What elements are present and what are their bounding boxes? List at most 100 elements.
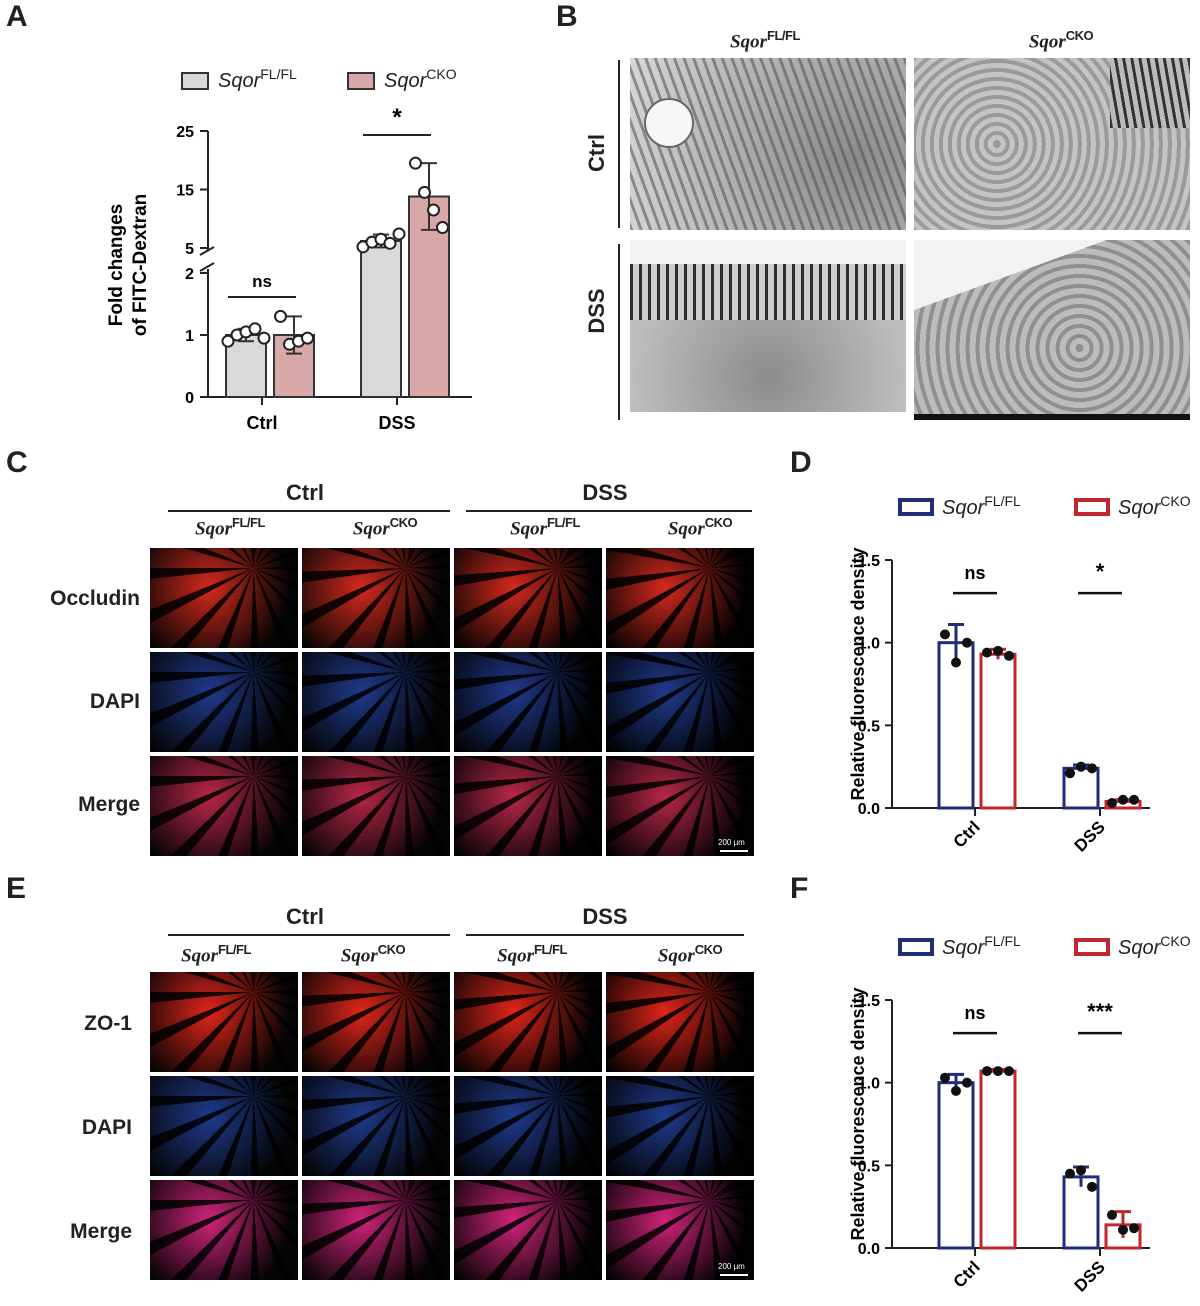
chart-a-data-point <box>248 322 262 336</box>
panel-e-image-zo1-1 <box>150 972 298 1072</box>
chart-f-data-point <box>962 1077 972 1088</box>
panel-e-group-dss: DSS <box>582 904 628 929</box>
chart-f-data-point <box>1065 1168 1075 1179</box>
panel-e-col-head-4: SqorCKO <box>657 942 723 967</box>
chart-d-legend-fl-label: SqorFL/FL <box>942 493 1021 519</box>
chart-d-data-point <box>1129 794 1139 805</box>
chart-d-data-point <box>962 637 972 648</box>
panel-e-scale-bar <box>720 1274 748 1276</box>
panel-c-image-occludin-1 <box>150 548 298 648</box>
chart-d-y-tick-label: 1.5 <box>858 553 880 570</box>
panel-c-row-dapi: DAPI <box>89 690 140 713</box>
chart-d-bar <box>979 652 1017 810</box>
panel-e-image-merge-1 <box>150 1180 298 1280</box>
panel-e-col-head-1: SqorFL/FL <box>181 942 251 967</box>
chart-a-data-point <box>418 185 431 199</box>
chart-a-y-tick-label: 0 <box>185 390 194 407</box>
chart-a-x-tick-label: DSS <box>378 413 415 433</box>
chart-f-legend-cko-label: SqorCKO <box>1118 933 1191 959</box>
panel-c-col-head-4: SqorCKO <box>667 515 733 540</box>
chart-d-data-point <box>951 657 961 668</box>
chart-f-data-point <box>940 1072 950 1083</box>
panel-c-image-merge-3 <box>454 756 602 856</box>
panel-e-image-merge-2 <box>302 1180 450 1280</box>
tem-image-dss-cko <box>914 240 1190 420</box>
chart-d-data-point <box>940 629 950 640</box>
panel-e-image-grid <box>150 972 756 1282</box>
chart-a-data-point <box>436 221 449 235</box>
panel-e-scale-bar-label: 200 μm <box>718 1262 745 1271</box>
panel-c-scale-bar <box>720 850 748 852</box>
chart-a-x-tick-label: Ctrl <box>247 413 278 433</box>
chart-a-bar <box>360 239 402 398</box>
panel-e-rule-ctrl <box>168 934 450 936</box>
chart-f-x-tick-label: Ctrl <box>950 1257 984 1291</box>
panel-c-image-merge-1 <box>150 756 298 856</box>
chart-f-legend-fl-swatch <box>898 938 934 956</box>
chart-a-y-tick-label: 1 <box>185 328 194 345</box>
chart-d-data-point <box>1065 768 1075 779</box>
panel-b-row-bracket-ctrl <box>618 60 620 228</box>
chart-d-data-point <box>1076 761 1086 772</box>
panel-c-image-dapi-2 <box>302 652 450 752</box>
chart-a-legend-cko-swatch <box>347 72 375 90</box>
chart-f-y-tick-label: 0.0 <box>858 1241 880 1258</box>
chart-f-legend-fl-label: SqorFL/FL <box>942 933 1021 959</box>
chart-d-data-point <box>982 647 992 658</box>
chart-f-y-tick-label: 1.5 <box>858 993 880 1010</box>
panel-e-image-zo1-2 <box>302 972 450 1072</box>
panel-b-row-label-dss: DSS <box>584 288 609 334</box>
panel-e-image-merge-3 <box>454 1180 602 1280</box>
chart-d-y-axis-title: Relative fluorescence density <box>848 547 868 800</box>
panel-c-group-dss: DSS <box>582 480 628 505</box>
panel-b-row-label-ctrl: Ctrl <box>584 134 609 172</box>
panel-b-col-head-cko: SqorCKO <box>1028 28 1094 53</box>
panel-e-row-merge: Merge <box>70 1220 132 1243</box>
chart-a-sig-label: * <box>392 104 402 131</box>
chart-d-y-tick-label: 0.5 <box>858 718 880 735</box>
chart-f-data-point <box>1004 1066 1014 1077</box>
panel-c-image-occludin-4 <box>606 548 754 648</box>
panel-c-col-head-2: SqorCKO <box>352 515 418 540</box>
panel-e-image-dapi-4 <box>606 1076 754 1176</box>
chart-d-x-tick-label: Ctrl <box>950 817 984 851</box>
chart-f-sig-label: *** <box>1087 999 1113 1024</box>
chart-d-legend-cko-swatch <box>1074 498 1110 516</box>
chart-f-y-tick-label: 1.0 <box>858 1076 880 1093</box>
panel-c-group-ctrl: Ctrl <box>286 480 324 505</box>
panel-c-image-dapi-3 <box>454 652 602 752</box>
panel-c-scale-bar-label: 200 μm <box>718 838 745 847</box>
chart-a-axis-break-mark <box>199 262 215 272</box>
panel-e-group-ctrl: Ctrl <box>286 904 324 929</box>
panel-c-row-merge: Merge <box>78 793 140 816</box>
chart-a-y-tick-label: 5 <box>185 241 194 258</box>
panel-c-image-occludin-3 <box>454 548 602 648</box>
chart-a-sig-label: ns <box>252 272 272 291</box>
chart-d-data-point <box>1118 794 1128 805</box>
chart-a-data-point <box>257 331 271 345</box>
panel-c-rule-dss <box>466 510 752 512</box>
panel-c-row-occludin: Occludin <box>50 587 140 610</box>
panel-e-image-dapi-1 <box>150 1076 298 1176</box>
chart-f-sig-label: ns <box>964 1003 985 1023</box>
panel-c-col-head-1: SqorFL/FL <box>195 515 265 540</box>
chart-a-data-point <box>221 334 235 348</box>
chart-d-sig-label: * <box>1096 559 1105 584</box>
chart-f-data-point <box>982 1066 992 1077</box>
chart-f-y-axis-title: Relative fluorescence density <box>848 987 868 1240</box>
panel-e-image-dapi-2 <box>302 1076 450 1176</box>
chart-a-data-point <box>427 203 440 217</box>
chart-a-data-point <box>409 156 422 170</box>
panel-label-d: D <box>790 446 812 479</box>
panel-c-image-grid <box>150 548 756 858</box>
chart-a-data-point <box>301 331 314 345</box>
panel-e-image-dapi-3 <box>454 1076 602 1176</box>
panel-b-row-bracket-dss <box>618 244 620 420</box>
panel-e-image-merge-4 <box>606 1180 754 1280</box>
panel-label-b: B <box>556 0 578 33</box>
panel-e-rule-dss <box>466 934 744 936</box>
chart-a-data-point <box>274 309 287 323</box>
panel-c-image-merge-4 <box>606 756 754 856</box>
